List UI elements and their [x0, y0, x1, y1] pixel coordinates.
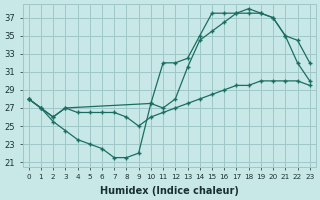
- X-axis label: Humidex (Indice chaleur): Humidex (Indice chaleur): [100, 186, 239, 196]
